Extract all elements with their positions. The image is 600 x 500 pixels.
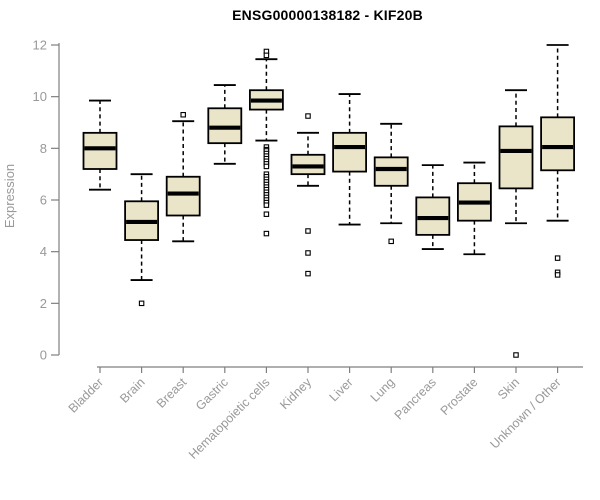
x-tick-label-gastric: Gastric [193,375,231,413]
outlier-point [138,300,145,307]
box-rect [165,175,201,217]
y-tick-label: 0 [40,348,47,363]
boxplot-bladder [82,99,118,191]
boxplot-breast [165,112,201,243]
y-tick-label: 12 [33,38,47,53]
outlier-point [554,255,561,261]
outlier-point [180,112,186,118]
boxplot-unknown-other [540,44,575,278]
outlier-point [263,211,270,217]
x-tick-label-liver: Liver [327,375,356,404]
boxplot-lung [373,122,409,245]
outlier-point [305,270,311,277]
outlier-point [388,238,394,245]
x-tick-label-hematopoietic-cells: Hematopoietic cells [186,375,273,462]
x-tick-label-skin: Skin [495,375,522,402]
outlier-point [263,202,270,208]
box-rect [332,131,368,173]
x-tick-label-brain: Brain [117,375,148,406]
boxplot-kidney [290,113,326,277]
x-tick-label-unknown-other: Unknown / Other [487,375,563,451]
boxplot-skin [498,89,534,358]
boxplot-pancreas [415,164,451,250]
y-tick-label: 10 [33,89,47,104]
x-tick-label-kidney: Kidney [277,375,314,412]
outlier-point [263,52,270,59]
outlier-point [305,228,311,234]
outlier-point [554,272,561,278]
box-rect [540,116,575,172]
x-tick-label-pancreas: Pancreas [392,375,439,422]
boxplot-liver [332,93,368,226]
outlier-point [513,352,519,358]
y-axis-title: Expression [2,164,17,228]
outlier-point [263,230,270,237]
box-rect [498,125,534,190]
y-tick-label: 8 [40,141,47,156]
x-tick-label-prostate: Prostate [438,375,481,418]
outlier-point [263,163,270,170]
box-rect [82,131,118,170]
y-axis: 0 2 4 6 8 10 12 [33,38,60,363]
y-tick-label: 6 [40,193,47,208]
outlier-point [305,113,311,119]
y-tick-label: 2 [40,296,47,311]
boxplot-prostate [456,161,492,256]
x-tick-label-lung: Lung [368,375,398,405]
boxplot-gastric [207,84,243,165]
boxplot-brain [124,173,159,307]
x-tick-label-breast: Breast [154,375,190,411]
outlier-point [305,250,311,256]
x-tick-label-bladder: Bladder [66,375,106,415]
box-rect [373,156,409,187]
y-tick-label: 4 [40,244,47,259]
chart-title: ENSG00000138182 - KIF20B [232,7,423,23]
boxplot-hematopoietic-cells [248,48,284,237]
